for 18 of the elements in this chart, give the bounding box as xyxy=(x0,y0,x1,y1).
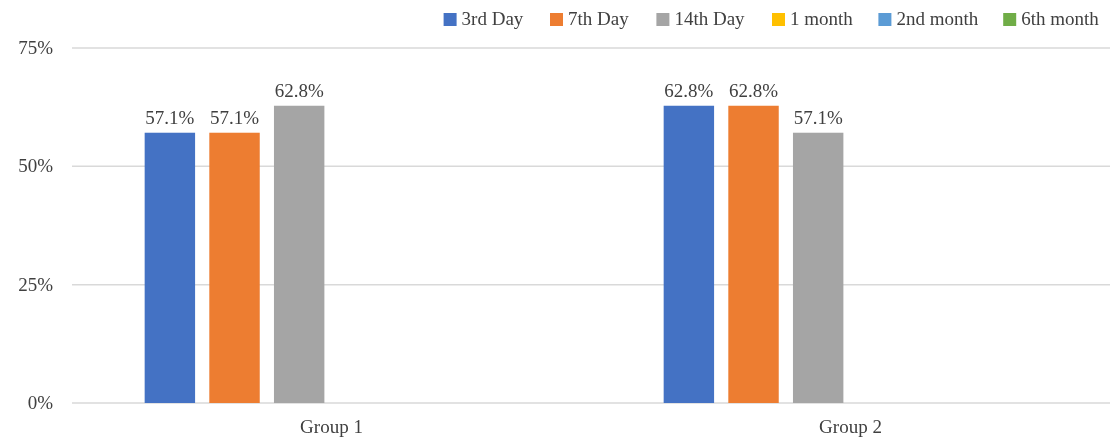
legend-label: 1 month xyxy=(790,8,854,29)
data-label: 57.1% xyxy=(793,106,843,128)
legend-label: 2nd month xyxy=(896,8,979,29)
data-label: 62.8% xyxy=(664,79,714,101)
data-label: 62.8% xyxy=(274,79,324,101)
legend-label: 3rd Day xyxy=(461,8,524,29)
y-tick-label: 0% xyxy=(27,392,54,413)
data-label: 57.1% xyxy=(145,106,195,128)
data-label: 57.1% xyxy=(209,106,260,128)
y-tick-label: 75% xyxy=(18,37,54,58)
x-tick-label: Group 2 xyxy=(819,416,882,437)
y-tick-label: 50% xyxy=(18,155,54,177)
legend-label: 14th Day xyxy=(674,8,746,29)
legend-label: 6th month xyxy=(1021,8,1100,29)
x-tick-label: Group 1 xyxy=(300,416,363,437)
data-label: 62.8% xyxy=(728,79,779,101)
y-tick-label: 25% xyxy=(18,273,54,295)
legend-label: 7th Day xyxy=(568,8,630,29)
